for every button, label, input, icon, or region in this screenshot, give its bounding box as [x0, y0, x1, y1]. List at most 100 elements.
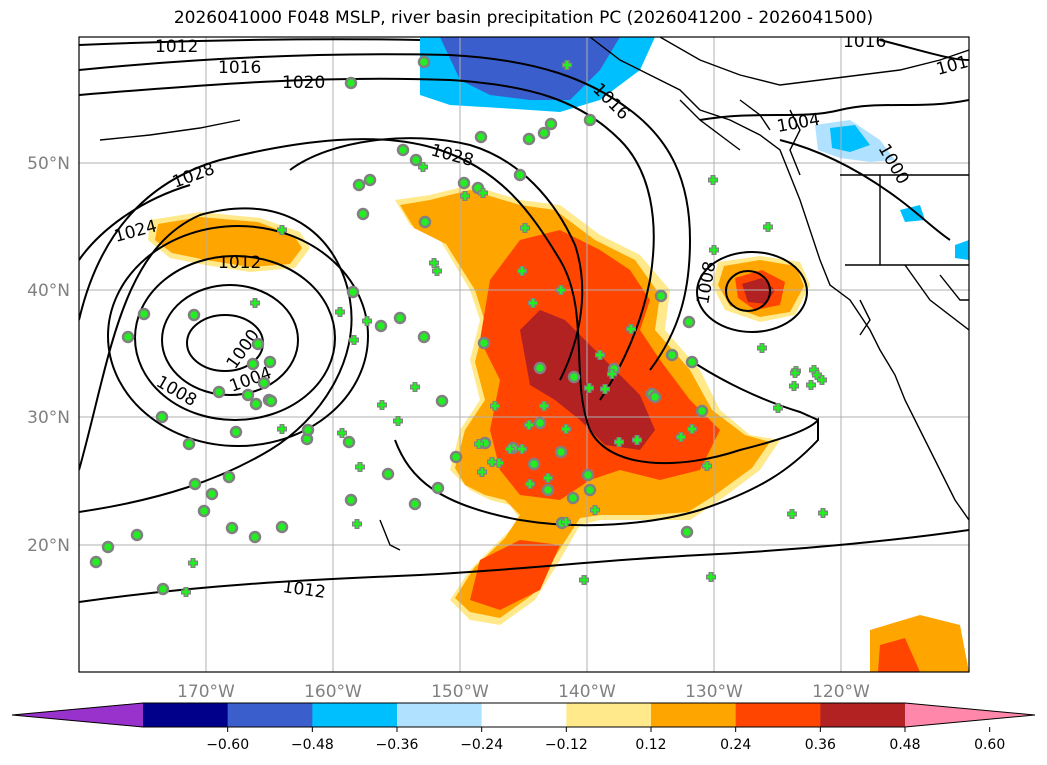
station-marker-plus	[608, 370, 616, 378]
station-marker-circle	[533, 416, 547, 430]
station-marker-circle	[648, 390, 662, 404]
station-marker-circle	[130, 528, 144, 542]
station-marker-plus	[411, 383, 419, 391]
station-marker-circle	[566, 491, 580, 505]
station-marker-circle	[356, 207, 370, 221]
station-marker-circle	[155, 410, 169, 424]
station-marker-circle	[275, 520, 289, 534]
station-marker-circle	[396, 143, 410, 157]
station-marker-circle	[251, 337, 265, 351]
station-marker-circle	[182, 437, 196, 451]
station-marker-circle	[581, 468, 595, 482]
lat-label: 40°N	[27, 281, 70, 301]
colorbar-tick-label: 0.60	[974, 737, 1005, 753]
colorbar-outline	[11, 702, 1036, 728]
station-marker-circle	[431, 481, 445, 495]
station-marker-circle	[229, 425, 243, 439]
station-marker-plus	[251, 299, 259, 307]
station-marker-circle	[583, 483, 597, 497]
station-marker-plus	[627, 325, 635, 333]
station-marker-plus	[336, 308, 344, 316]
station-marker-circle	[241, 388, 255, 402]
colorbar-swatch	[651, 703, 737, 727]
station-marker-plus	[710, 246, 718, 254]
station-marker-circle	[188, 477, 202, 491]
station-marker-plus	[525, 421, 533, 429]
station-marker-circle	[363, 173, 377, 187]
station-marker-circle	[205, 487, 219, 501]
longitude-labels: 170°W 160°W 150°W 140°W 130°W 120°W	[177, 682, 870, 702]
station-marker-circle	[264, 394, 278, 408]
station-marker-circle	[513, 168, 527, 182]
station-marker-plus	[529, 299, 537, 307]
station-marker-circle	[474, 130, 488, 144]
colorbar-swatch	[481, 703, 567, 727]
lon-label: 170°W	[177, 682, 235, 702]
colorbar-swatch	[820, 703, 906, 727]
station-marker-plus	[189, 559, 197, 567]
station-marker-circle	[248, 530, 262, 544]
station-marker-plus	[580, 576, 588, 584]
station-marker-plus	[790, 382, 798, 390]
station-marker-circle	[225, 521, 239, 535]
station-marker-plus	[350, 336, 358, 344]
station-marker-plus	[521, 224, 529, 232]
station-marker-plus	[182, 588, 190, 596]
station-marker-circle	[408, 497, 422, 511]
colorbar-tick-label: −0.36	[376, 737, 419, 753]
station-marker-plus	[707, 573, 715, 581]
station-marker-plus	[774, 404, 782, 412]
map-border	[78, 36, 970, 673]
station-marker-plus	[557, 286, 565, 294]
station-marker-circle	[393, 311, 407, 325]
station-marker-circle	[457, 176, 471, 190]
station-marker-circle	[680, 525, 694, 539]
station-marker-circle	[212, 385, 226, 399]
station-marker-circle	[527, 457, 541, 471]
colorbar-tick-label: −0.60	[206, 737, 249, 753]
lon-label: 150°W	[431, 682, 489, 702]
lon-label: 140°W	[558, 682, 616, 702]
station-marker-circle	[187, 308, 201, 322]
colorbar-swatch	[312, 703, 398, 727]
station-marker-plus	[563, 61, 571, 69]
station-marker-plus	[540, 402, 548, 410]
station-marker-plus	[633, 436, 641, 444]
station-marker-plus	[526, 480, 534, 488]
station-marker-plus	[433, 267, 441, 275]
station-marker-plus	[591, 506, 599, 514]
colorbar-swatch	[397, 703, 483, 727]
station-marker-plus	[677, 433, 685, 441]
station-marker-plus	[479, 189, 487, 197]
station-marker-plus	[615, 438, 623, 446]
station-marker-circle	[374, 319, 388, 333]
station-marker-circle	[417, 330, 431, 344]
station-marker-plus	[518, 445, 526, 453]
lon-label: 130°W	[685, 682, 743, 702]
station-marker-circle	[89, 555, 103, 569]
station-marker-plus	[478, 468, 486, 476]
station-marker-circle	[544, 117, 558, 131]
station-markers	[89, 55, 828, 597]
colorbar-swatch	[735, 703, 821, 727]
contour-label: 1012	[218, 253, 261, 273]
station-marker-circle	[121, 330, 135, 344]
station-marker-circle	[477, 336, 491, 350]
station-marker-plus	[488, 458, 496, 466]
coastline	[99, 37, 969, 551]
contour-label: 1016	[218, 58, 261, 78]
station-marker-circle	[449, 450, 463, 464]
station-marker-circle	[695, 404, 709, 418]
station-marker-plus	[758, 344, 766, 352]
contour-label: 1012	[155, 37, 198, 57]
colorbar-extend-max	[905, 703, 1035, 727]
station-marker-circle	[685, 355, 699, 369]
station-marker-plus	[394, 417, 402, 425]
station-marker-circle	[381, 467, 395, 481]
station-marker-plus	[703, 462, 711, 470]
station-marker-circle	[541, 483, 555, 497]
station-marker-plus	[461, 192, 469, 200]
station-marker-plus	[585, 384, 593, 392]
station-marker-circle	[222, 470, 236, 484]
station-marker-plus	[518, 267, 526, 275]
